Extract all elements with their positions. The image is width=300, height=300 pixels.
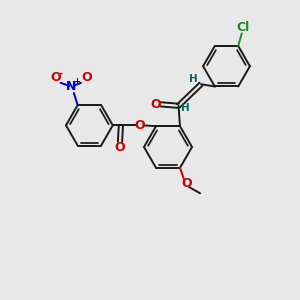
Text: O: O	[135, 118, 146, 131]
Text: O: O	[150, 98, 161, 111]
Text: Cl: Cl	[236, 22, 249, 34]
Text: H: H	[181, 103, 190, 113]
Text: O: O	[115, 141, 125, 154]
Text: +: +	[74, 77, 81, 86]
Text: N: N	[66, 80, 76, 93]
Text: O: O	[181, 177, 192, 190]
Text: -: -	[59, 69, 63, 79]
Text: H: H	[189, 74, 198, 84]
Text: O: O	[81, 71, 92, 84]
Text: O: O	[50, 71, 61, 84]
